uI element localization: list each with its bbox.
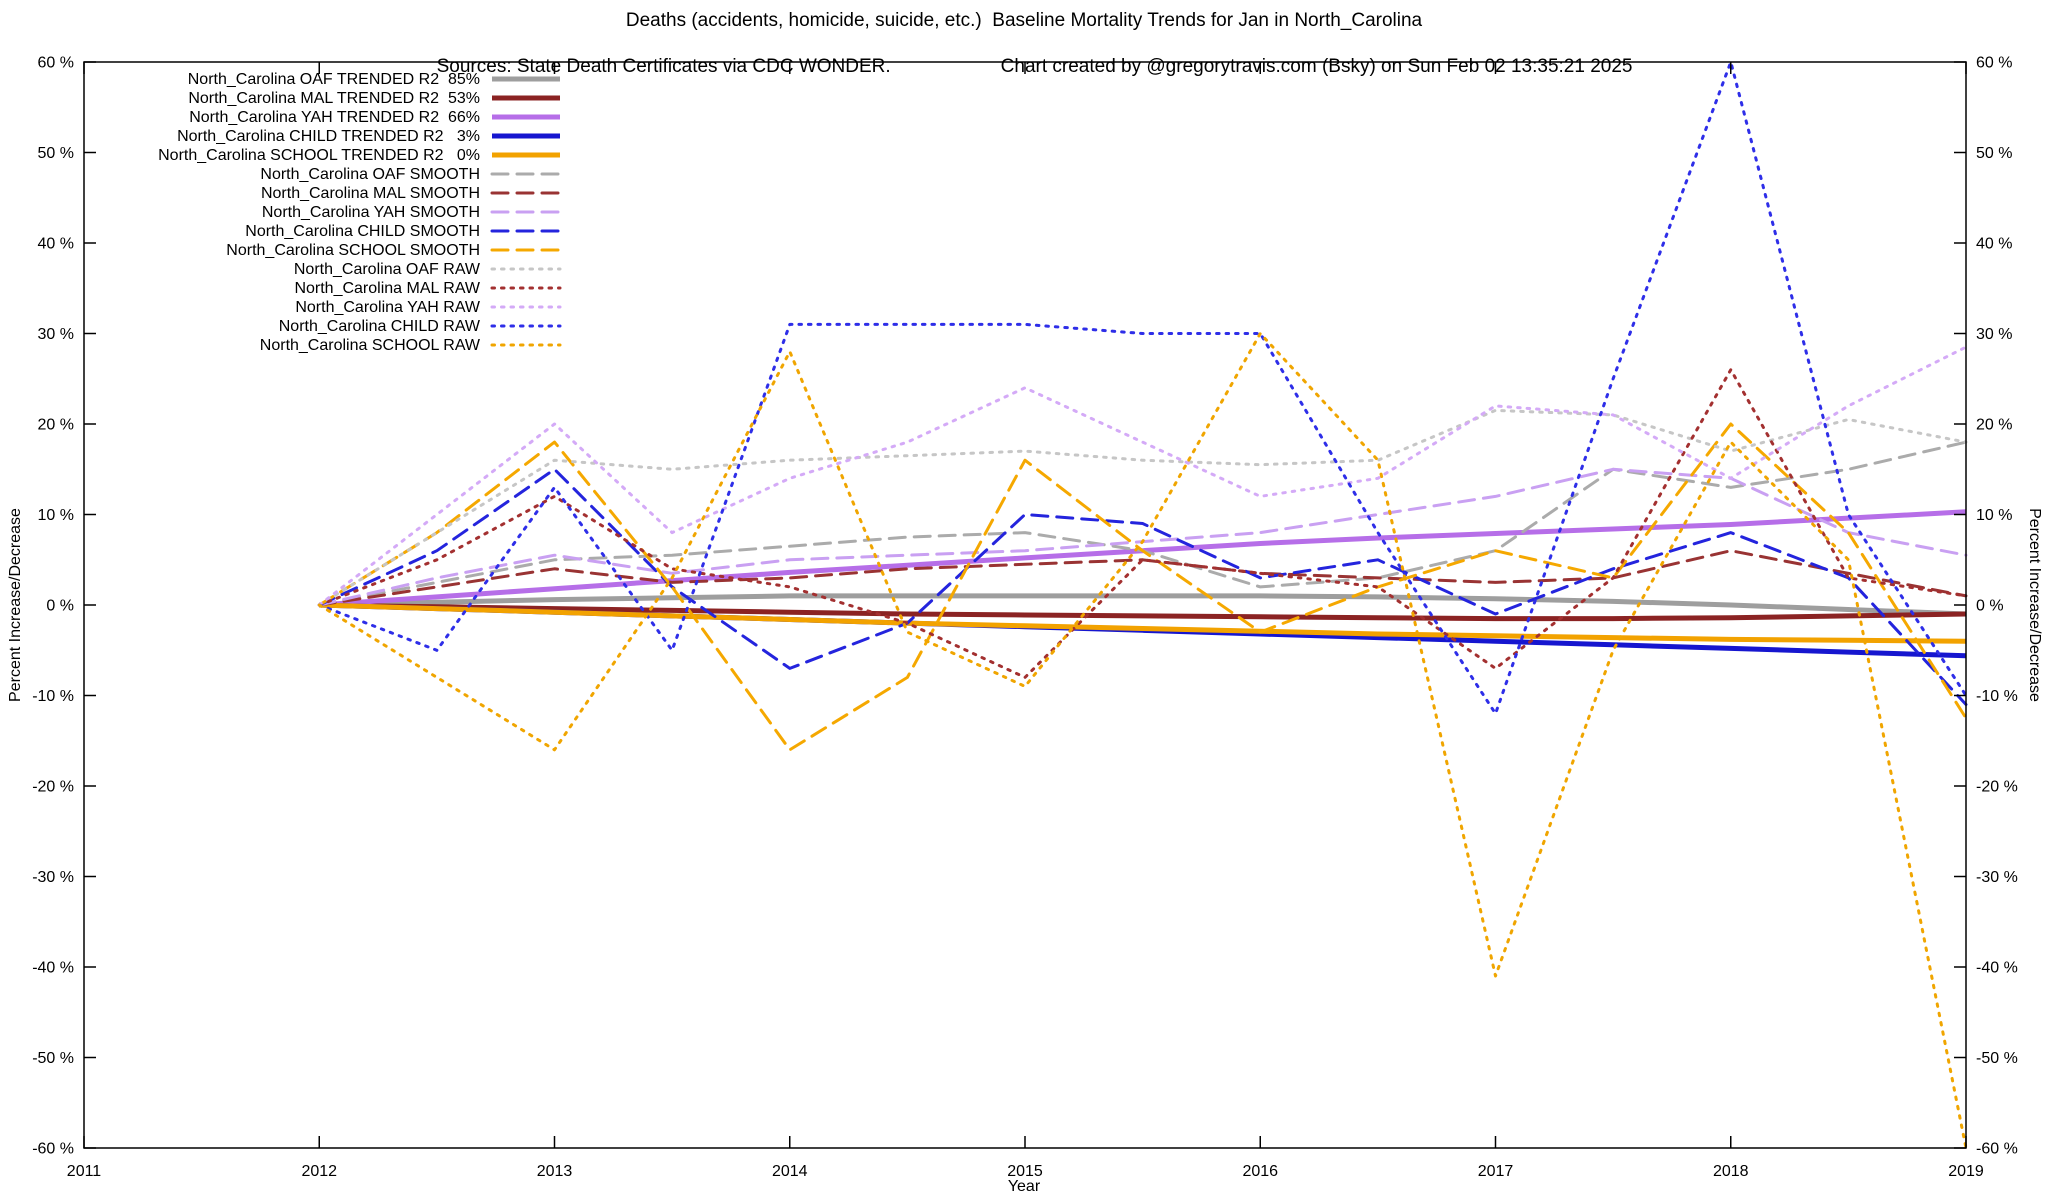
y-tick-label-right: -10 % [1976,688,2018,705]
series-line-school-trended [319,602,1967,644]
y-tick-label-right: 60 % [1976,55,2012,72]
x-tick-label: 2013 [537,1163,573,1180]
y-tick-label-right: 30 % [1976,326,2012,343]
series-line-oaf-raw [317,408,1968,607]
x-tick-label: 2019 [1948,1163,1984,1180]
y-tick-label-left: -50 % [32,1050,74,1067]
x-tick-label: 2014 [772,1163,808,1180]
legend-label-mal-trended: North_Carolina MAL TRENDED R2 53% [188,90,480,107]
y-tick-label-right: -40 % [1976,960,2018,977]
y-tick-label-right: 20 % [1976,417,2012,434]
x-axis-label: Year [1007,1178,1041,1195]
legend-label-yah-trended: North_Carolina YAH TRENDED R2 66% [189,109,480,126]
series-line-mal-smooth [317,549,1968,607]
legend-label-child-smooth: North_Carolina CHILD SMOOTH [245,223,480,240]
y-tick-label-left: -40 % [32,960,74,977]
legend-label-school-raw: North_Carolina SCHOOL RAW [260,337,481,354]
y-tick-label-left: 20 % [38,417,74,434]
y-tick-label-left: 30 % [38,326,74,343]
y-tick-label-right: 50 % [1976,145,2012,162]
legend-label-yah-raw: North_Carolina YAH RAW [295,299,481,316]
series-line-school-raw [317,332,1968,1150]
legend-label-mal-smooth: North_Carolina MAL SMOOTH [261,185,480,202]
series-line-oaf-trended [319,593,1967,617]
legend-label-mal-raw: North_Carolina MAL RAW [294,280,480,297]
y-tick-label-left: 10 % [38,507,74,524]
y-tick-label-right: 0 % [1976,598,2004,615]
legend-label-child-raw: North_Carolina CHILD RAW [279,318,481,335]
y-tick-label-left: 0 % [46,598,74,615]
y-tick-label-left: 60 % [38,55,74,72]
y-tick-label-right: -30 % [1976,869,2018,886]
x-tick-label: 2012 [301,1163,337,1180]
x-tick-label: 2016 [1242,1163,1278,1180]
series-line-mal-trended [319,602,1967,622]
y-tick-label-left: -30 % [32,869,74,886]
series-line-child-smooth [317,467,1968,706]
series-line-yah-raw [317,345,1968,607]
series-line-mal-raw [317,368,1968,679]
chart-credit-text: Chart created by @gregorytravis.com (Bsk… [1000,56,1633,77]
x-tick-label: 2011 [67,1163,102,1180]
legend-label-oaf-raw: North_Carolina OAF RAW [294,261,481,278]
x-tick-label: 2015 [1007,1163,1043,1180]
y-tick-label-right: -20 % [1976,779,2018,796]
legend-label-yah-smooth: North_Carolina YAH SMOOTH [262,204,480,221]
y-axis-label-right: Percent Increase/Decrease [2026,508,2043,702]
y-tick-label-left: -60 % [32,1141,74,1158]
y-tick-label-left: 40 % [38,236,74,253]
legend-label-oaf-smooth: North_Carolina OAF SMOOTH [260,166,480,183]
chart-title: Deaths (accidents, homicide, suicide, et… [625,10,1423,31]
legend-label-oaf-trended: North_Carolina OAF TRENDED R2 85% [188,71,480,88]
y-tick-label-right: -60 % [1976,1141,2018,1158]
y-axis-label-left: Percent Increase/Decrease [7,508,24,702]
x-tick-label: 2018 [1713,1163,1749,1180]
y-tick-label-right: 40 % [1976,236,2012,253]
chart-subtitle: Sources: State Death Certificates via CD… [0,34,2048,100]
y-tick-label-left: 50 % [38,145,74,162]
y-tick-label-left: -20 % [32,779,74,796]
series-line-child-raw [317,60,1968,716]
y-tick-label-right: 10 % [1976,507,2012,524]
y-tick-label-left: -10 % [32,688,74,705]
x-tick-label: 2017 [1478,1163,1514,1180]
y-tick-label-right: -50 % [1976,1050,2018,1067]
legend-label-school-trended: North_Carolina SCHOOL TRENDED R2 0% [158,147,480,164]
legend-label-school-smooth: North_Carolina SCHOOL SMOOTH [226,242,480,259]
chart-sources-text: Sources: State Death Certificates via CD… [436,56,891,77]
legend-label-child-trended: North_Carolina CHILD TRENDED R2 3% [177,128,480,145]
series-line-school-smooth [317,422,1968,752]
